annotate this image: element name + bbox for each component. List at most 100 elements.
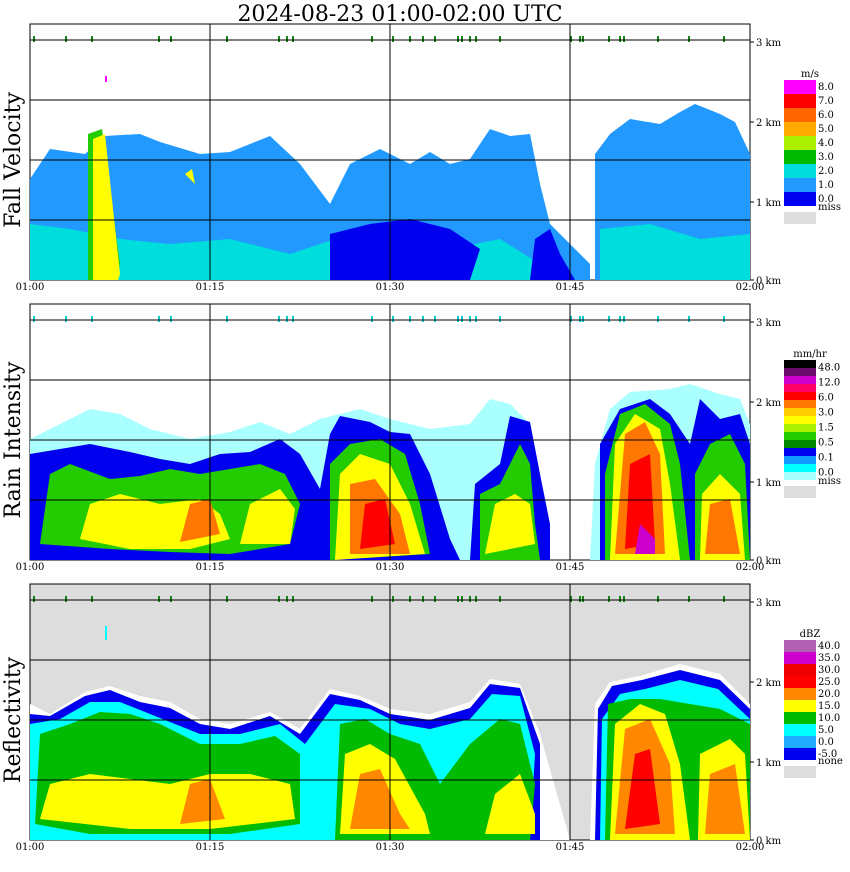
colorbar-swatch [784,94,816,108]
colorbar-label: 40.0 [818,641,840,652]
colorbar-swatch [784,164,816,178]
height-tick-label: 0 km [756,836,782,847]
rain-intensity-height-ticks: 3 km 2 km 1 km 0 km [750,318,782,567]
colorbar-swatch [784,748,816,760]
colorbar-swatch [784,392,816,400]
echo-region-11 [240,489,295,544]
status-mark-2 [91,316,93,322]
status-mark-25 [657,36,659,42]
fall-velocity-time-ticks: 01:00 01:15 01:30 01:45 02:00 [16,282,765,293]
colorbar-swatch [784,676,816,688]
status-mark-22 [608,316,610,322]
colorbar-swatch [784,122,816,136]
colorbar-swatch [784,456,816,464]
status-mark-13 [434,36,436,42]
reflectivity-time-ticks: 01:00 01:15 01:30 01:45 02:00 [16,842,765,853]
time-tick-label: 01:30 [376,282,405,293]
status-mark-13 [434,596,436,602]
echo-region-9 [40,774,295,829]
fall-velocity-axis-label: Fall Velocity [1,92,26,228]
status-mark-19 [570,316,572,322]
colorbar-label: -5.0 [818,749,837,760]
time-tick-label: 02:00 [736,282,765,293]
status-mark-22 [608,36,610,42]
colorbar-label: 7.0 [818,96,834,107]
time-tick-label: 01:15 [196,282,225,293]
colorbar-unit: dBZ [800,629,821,640]
colorbar-missing-swatch [784,766,816,778]
colorbar-swatch [784,192,816,206]
echo-region-15 [350,769,410,829]
time-tick-label: 01:30 [376,842,405,853]
colorbar-missing-label: none [818,756,843,767]
rain-intensity-time-ticks: 01:00 01:15 01:30 01:45 02:00 [16,562,765,573]
echo-region-17 [705,764,745,834]
status-mark-10 [392,316,394,322]
echo-region-4 [330,219,480,280]
colorbar-swatch [784,80,816,94]
status-mark-12 [422,596,424,602]
status-mark-17 [475,596,477,602]
colorbar-swatch [784,652,816,664]
colorbar-label: 6.0 [818,393,834,404]
status-mark-16 [469,316,471,322]
status-mark-21 [582,36,584,42]
status-mark-1 [65,596,67,602]
time-tick-label: 01:15 [196,842,225,853]
time-tick-label: 01:45 [556,562,585,573]
colorbar-swatch [784,724,816,736]
time-tick-label: 01:00 [16,562,45,573]
status-mark-9 [371,596,373,602]
colorbar-label: 15.0 [818,701,840,712]
echo-region-19 [105,626,107,640]
reflectivity-colorbar: dBZ40.035.030.025.020.015.010.05.00.0-5.… [784,629,843,778]
colorbar-swatch [784,108,816,122]
height-tick-label: 3 km [756,318,782,329]
status-mark-3 [158,596,160,602]
colorbar-label: 10.0 [818,713,840,724]
reflectivity-echo-field [30,596,750,840]
echo-region-21 [625,454,655,549]
status-mark-16 [469,36,471,42]
fall-velocity-grid [30,24,750,280]
fall-velocity-echo-field [30,36,750,280]
status-mark-11 [409,316,411,322]
reflectivity-height-ticks: 3 km 2 km 1 km 0 km [750,598,782,847]
time-tick-label: 01:30 [376,562,405,573]
echo-region-13 [485,494,535,554]
status-mark-20 [579,596,581,602]
status-mark-15 [461,36,463,42]
colorbar-label: 5.0 [818,725,834,736]
colorbar-swatch [784,376,816,384]
height-tick-label: 3 km [756,598,782,609]
status-mark-12 [422,316,424,322]
status-mark-23 [619,596,621,602]
status-mark-16 [469,596,471,602]
status-mark-21 [582,316,584,322]
status-mark-0 [33,316,35,322]
status-mark-8 [292,36,294,42]
reflectivity-axis-label: Reflectivity [1,656,26,783]
rain-intensity-echo-field [30,316,750,560]
reflectivity-panel: Reflectivity 01:00 01:15 01:30 01:45 02:00 3… [1,583,843,853]
status-mark-14 [457,316,459,322]
status-mark-17 [475,36,477,42]
status-mark-26 [688,316,690,322]
colorbar-swatch [784,400,816,408]
status-mark-10 [392,596,394,602]
status-mark-7 [286,36,288,42]
colorbar-swatch [784,424,816,432]
status-mark-20 [579,316,581,322]
colorbar-label: 2.0 [818,166,834,177]
status-mark-9 [371,36,373,42]
figure-title: 2024-08-23 01:00-02:00 UTC [237,2,562,27]
status-mark-6 [278,316,280,322]
colorbar-label: 1.5 [818,423,834,434]
echo-region-19 [705,499,740,554]
colorbar-unit: m/s [801,69,819,80]
colorbar-missing-label: miss [818,476,841,487]
status-mark-10 [392,36,394,42]
colorbar-missing-label: miss [818,202,841,213]
